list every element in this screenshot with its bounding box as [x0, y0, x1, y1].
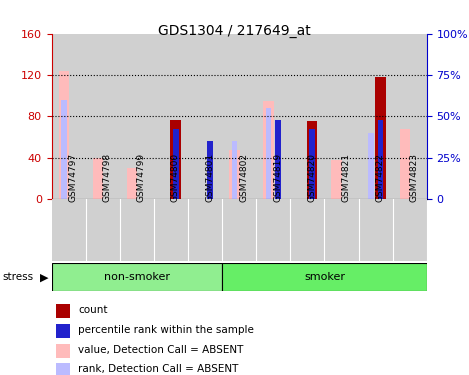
Text: GDS1304 / 217649_at: GDS1304 / 217649_at	[158, 24, 311, 38]
Bar	[393, 199, 427, 261]
Bar	[256, 34, 290, 199]
Bar	[332, 160, 342, 199]
Bar	[275, 120, 281, 199]
Bar	[93, 158, 103, 199]
Bar	[359, 34, 393, 199]
Text: count: count	[78, 305, 108, 315]
Bar	[359, 199, 393, 261]
Bar	[368, 133, 374, 199]
Text: GSM74799: GSM74799	[137, 153, 146, 202]
Bar	[86, 34, 120, 199]
Text: rank, Detection Call = ABSENT: rank, Detection Call = ABSENT	[78, 364, 239, 375]
Text: GSM74801: GSM74801	[205, 153, 214, 202]
Text: GSM74800: GSM74800	[171, 153, 180, 202]
Bar	[222, 199, 256, 261]
Bar	[120, 34, 154, 199]
Bar	[56, 344, 70, 358]
Bar	[52, 262, 222, 291]
Bar	[188, 199, 222, 261]
Bar	[56, 304, 70, 318]
Text: GSM74797: GSM74797	[68, 153, 78, 202]
Text: GSM74798: GSM74798	[103, 153, 112, 202]
Bar	[229, 150, 240, 199]
Bar	[256, 199, 290, 261]
Bar	[52, 34, 86, 199]
Bar	[56, 324, 70, 338]
Bar	[393, 34, 427, 199]
Text: GSM74821: GSM74821	[341, 153, 350, 202]
Bar	[232, 141, 237, 199]
Bar	[222, 34, 256, 199]
Bar	[222, 262, 427, 291]
Text: ▶: ▶	[40, 273, 48, 282]
Bar	[378, 120, 383, 199]
Bar	[263, 101, 274, 199]
Text: non-smoker: non-smoker	[104, 272, 170, 282]
Text: value, Detection Call = ABSENT: value, Detection Call = ABSENT	[78, 345, 244, 355]
Bar	[375, 77, 386, 199]
Bar	[325, 34, 359, 199]
Bar	[265, 108, 272, 199]
Bar	[188, 34, 222, 199]
Bar	[310, 129, 315, 199]
Text: GSM74802: GSM74802	[239, 153, 248, 202]
Text: GSM74819: GSM74819	[273, 153, 282, 202]
Text: GSM74823: GSM74823	[410, 153, 419, 202]
Bar	[127, 168, 137, 199]
Bar	[154, 34, 188, 199]
Text: stress: stress	[2, 273, 33, 282]
Bar	[307, 122, 318, 199]
Text: GSM74822: GSM74822	[376, 153, 385, 202]
Bar	[290, 34, 325, 199]
Bar	[52, 199, 86, 261]
Bar	[120, 199, 154, 261]
Bar	[61, 100, 67, 199]
Bar	[325, 199, 359, 261]
Bar	[59, 71, 69, 199]
Text: smoker: smoker	[304, 272, 345, 282]
Bar	[290, 199, 325, 261]
Bar	[400, 129, 410, 199]
Bar	[86, 199, 120, 261]
Bar	[173, 129, 179, 199]
Bar	[171, 120, 181, 199]
Bar	[56, 363, 70, 375]
Bar	[207, 141, 213, 199]
Text: GSM74820: GSM74820	[307, 153, 317, 202]
Text: percentile rank within the sample: percentile rank within the sample	[78, 325, 254, 335]
Bar	[154, 199, 188, 261]
